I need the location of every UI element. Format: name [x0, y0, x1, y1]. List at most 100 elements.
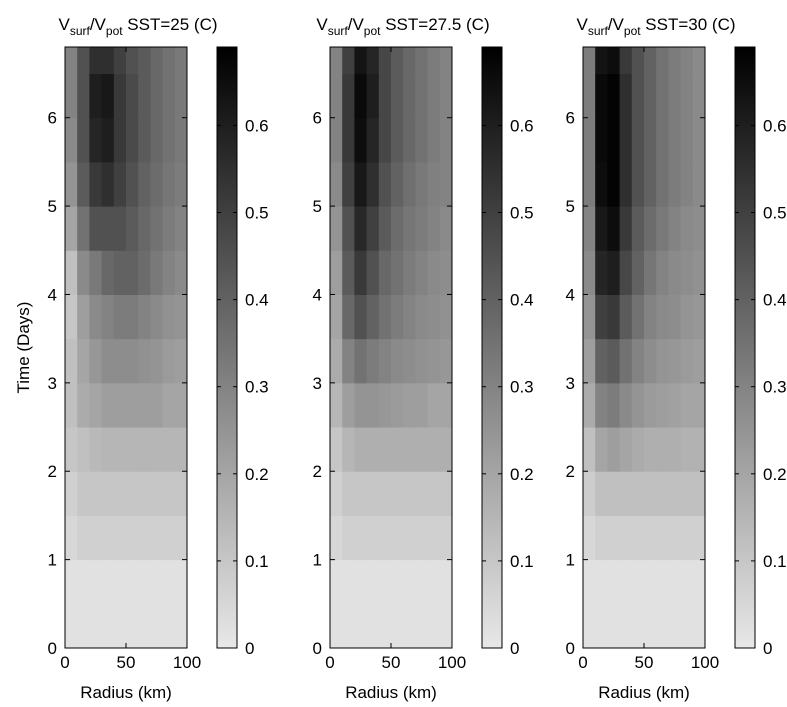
- contour-cell: [174, 338, 188, 384]
- contour-cell: [644, 47, 657, 75]
- contour-cell: [366, 559, 380, 605]
- contour-cell: [656, 338, 669, 384]
- contour-cell: [439, 471, 453, 516]
- title-part: V: [58, 15, 70, 34]
- contour-cell: [138, 250, 151, 295]
- contour-cell: [354, 471, 368, 516]
- contour-cell: [65, 515, 78, 561]
- contour-cell: [162, 471, 176, 516]
- contour-cell: [89, 559, 103, 605]
- contour-cell: [366, 73, 380, 119]
- contour-cell: [101, 427, 115, 472]
- contour-cell: [595, 250, 608, 295]
- contour-cell: [174, 250, 188, 295]
- contour-cell: [378, 47, 392, 75]
- contour-cell: [631, 161, 645, 207]
- contour-cell: [644, 161, 657, 207]
- contour-cell: [162, 250, 176, 295]
- colorbar-tick-label: 0.1: [510, 552, 534, 571]
- contour-cell: [680, 206, 694, 251]
- contour-cell: [583, 338, 596, 384]
- contour-cell: [65, 161, 78, 207]
- contour-cell: [126, 427, 139, 472]
- contour-cell: [595, 603, 608, 649]
- contour-cell: [607, 515, 621, 561]
- y-tick-label: 6: [313, 109, 322, 128]
- contour-cell: [138, 73, 151, 119]
- title-part: pot: [106, 24, 123, 38]
- y-tick-label: 1: [313, 551, 322, 570]
- contour-cell: [619, 117, 633, 163]
- contour-cell: [366, 161, 380, 207]
- contour-cell: [77, 427, 90, 472]
- contour-cell: [427, 338, 441, 384]
- contour-cell: [126, 559, 139, 605]
- contour-cell: [439, 206, 453, 251]
- contour-cell: [101, 382, 115, 428]
- contour-cell: [403, 471, 416, 516]
- contour-cell: [680, 603, 694, 649]
- contour-cell: [89, 73, 103, 119]
- contour-cell: [126, 47, 139, 75]
- contour-cell: [77, 161, 90, 207]
- contour-cell: [692, 294, 706, 340]
- colorbar-tick-label: 0.5: [763, 203, 787, 222]
- contour-cell: [583, 559, 596, 605]
- contour-cell: [378, 559, 392, 605]
- contour-cell: [113, 382, 127, 428]
- contour-cell: [631, 294, 645, 340]
- contour-cell: [583, 47, 596, 75]
- contour-cell: [583, 382, 596, 428]
- contour-cell: [378, 338, 392, 384]
- contour-cell: [692, 427, 706, 472]
- contour-cell: [631, 471, 645, 516]
- contour-cell: [366, 427, 380, 472]
- contour-cell: [619, 161, 633, 207]
- y-tick-label: 3: [313, 374, 322, 393]
- contour-cell: [607, 382, 621, 428]
- contour-cell: [403, 250, 416, 295]
- contour-cell: [150, 161, 164, 207]
- contour-cell: [65, 117, 78, 163]
- contour-cell: [415, 117, 429, 163]
- contour-cell: [607, 471, 621, 516]
- contour-cell: [415, 471, 429, 516]
- y-axis-label: Time (Days): [14, 302, 33, 394]
- contour-cell: [138, 117, 151, 163]
- colorbar-tick-label: 0.3: [510, 378, 534, 397]
- y-tick-label: 6: [48, 109, 57, 128]
- contour-cell: [150, 117, 164, 163]
- contour-cell: [113, 603, 127, 649]
- contour-cell: [619, 603, 633, 649]
- contour-cell: [89, 161, 103, 207]
- contour-cell: [65, 250, 78, 295]
- contour-cell: [101, 47, 115, 75]
- contour-cell: [101, 515, 115, 561]
- contour-cell: [680, 515, 694, 561]
- colorbar-tick-label: 0.5: [245, 203, 269, 222]
- x-tick-label: 100: [438, 653, 466, 672]
- contour-cell: [113, 294, 127, 340]
- contour-cell: [162, 338, 176, 384]
- contour-cell: [113, 73, 127, 119]
- contour-cell: [378, 250, 392, 295]
- contour-cell: [668, 515, 682, 561]
- contour-cell: [378, 427, 392, 472]
- contour-cell: [595, 559, 608, 605]
- contour-cell: [656, 559, 669, 605]
- contour-cell: [595, 161, 608, 207]
- contour-cell: [668, 73, 682, 119]
- contour-cell: [378, 471, 392, 516]
- contour-cell: [138, 382, 151, 428]
- contour-cell: [656, 427, 669, 472]
- contour-cell: [138, 161, 151, 207]
- contour-cell: [644, 117, 657, 163]
- y-tick-label: 2: [313, 462, 322, 481]
- contour-cell: [354, 427, 368, 472]
- contour-cell: [342, 515, 355, 561]
- contour-cell: [174, 161, 188, 207]
- contour-cell: [656, 206, 669, 251]
- contour-cell: [631, 117, 645, 163]
- contour-cell: [415, 73, 429, 119]
- contour-cell: [607, 294, 621, 340]
